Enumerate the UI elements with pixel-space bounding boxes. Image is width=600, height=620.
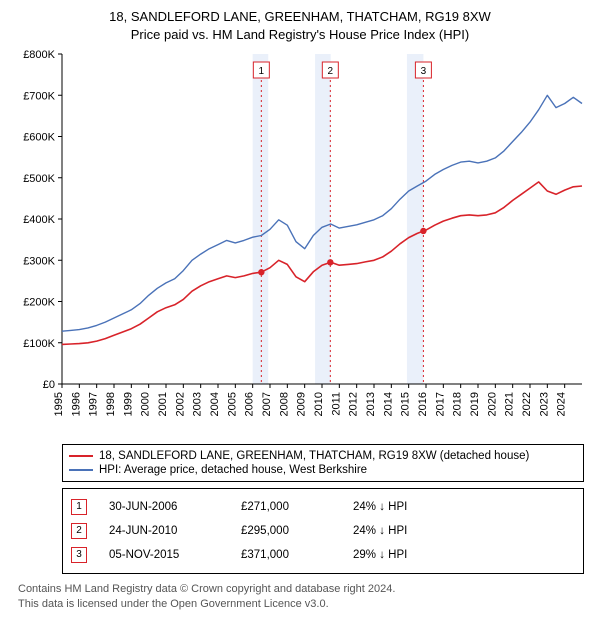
event-delta: 24% ↓ HPI <box>353 525 407 537</box>
svg-text:2006: 2006 <box>244 392 256 416</box>
legend-item: HPI: Average price, detached house, West… <box>69 463 577 477</box>
svg-text:2004: 2004 <box>209 392 221 416</box>
legend: 18, SANDLEFORD LANE, GREENHAM, THATCHAM,… <box>62 444 584 482</box>
svg-text:2016: 2016 <box>417 392 429 416</box>
svg-text:2024: 2024 <box>556 392 568 416</box>
event-date: 05-NOV-2015 <box>109 549 219 561</box>
svg-text:£0: £0 <box>43 379 55 391</box>
line-chart: 1 2 3 £0 £100K £200K £300K £400K £500K £600K £700K… <box>12 48 588 438</box>
svg-text:2002: 2002 <box>174 392 186 416</box>
svg-text:£300K: £300K <box>23 256 55 268</box>
svg-text:2015: 2015 <box>400 392 412 416</box>
svg-text:£100K: £100K <box>23 338 55 350</box>
event-price: £295,000 <box>241 525 331 537</box>
svg-text:2011: 2011 <box>330 392 342 416</box>
svg-text:2007: 2007 <box>261 392 273 416</box>
footer-line-2: This data is licensed under the Open Gov… <box>18 597 584 612</box>
svg-text:1999: 1999 <box>122 392 134 416</box>
legend-swatch <box>69 469 93 471</box>
svg-text:2010: 2010 <box>313 392 325 416</box>
svg-text:2005: 2005 <box>226 392 238 416</box>
svg-text:£800K: £800K <box>23 49 55 61</box>
svg-text:£500K: £500K <box>23 173 55 185</box>
svg-text:2001: 2001 <box>157 392 169 416</box>
chart-title: 18, SANDLEFORD LANE, GREENHAM, THATCHAM,… <box>12 8 588 44</box>
svg-text:1997: 1997 <box>88 392 100 416</box>
event-price: £271,000 <box>241 501 331 513</box>
event-badge: 2 <box>71 523 87 539</box>
svg-text:2000: 2000 <box>140 392 152 416</box>
footer-attribution: Contains HM Land Registry data © Crown c… <box>12 580 588 612</box>
svg-text:1995: 1995 <box>53 392 65 416</box>
chart-svg: 1 2 3 £0 £100K £200K £300K £400K £500K £600K £700K… <box>12 48 588 438</box>
title-line-1: 18, SANDLEFORD LANE, GREENHAM, THATCHAM,… <box>12 8 588 26</box>
svg-text:2021: 2021 <box>504 392 516 416</box>
event-delta: 29% ↓ HPI <box>353 549 407 561</box>
event-badge: 3 <box>71 547 87 563</box>
chart-container: 18, SANDLEFORD LANE, GREENHAM, THATCHAM,… <box>0 0 600 620</box>
event-row: 2 24-JUN-2010 £295,000 24% ↓ HPI <box>71 519 575 543</box>
event-delta: 24% ↓ HPI <box>353 501 407 513</box>
svg-text:2019: 2019 <box>469 392 481 416</box>
title-line-2: Price paid vs. HM Land Registry's House … <box>12 26 588 44</box>
svg-text:1: 1 <box>259 66 265 77</box>
svg-text:2013: 2013 <box>365 392 377 416</box>
svg-text:1996: 1996 <box>70 392 82 416</box>
svg-text:2012: 2012 <box>348 392 360 416</box>
svg-text:£700K: £700K <box>23 91 55 103</box>
svg-text:£400K: £400K <box>23 214 55 226</box>
legend-item: 18, SANDLEFORD LANE, GREENHAM, THATCHAM,… <box>69 449 577 463</box>
events-table: 1 30-JUN-2006 £271,000 24% ↓ HPI 2 24-JUN-201… <box>62 488 584 574</box>
svg-text:2017: 2017 <box>434 392 446 416</box>
svg-text:2023: 2023 <box>538 392 550 416</box>
svg-text:2022: 2022 <box>521 392 533 416</box>
svg-text:2: 2 <box>328 66 334 77</box>
svg-text:2008: 2008 <box>278 392 290 416</box>
svg-text:2018: 2018 <box>452 392 464 416</box>
event-date: 30-JUN-2006 <box>109 501 219 513</box>
svg-text:£600K: £600K <box>23 132 55 144</box>
event-row: 3 05-NOV-2015 £371,000 29% ↓ HPI <box>71 543 575 567</box>
event-row: 1 30-JUN-2006 £271,000 24% ↓ HPI <box>71 495 575 519</box>
svg-text:2014: 2014 <box>382 392 394 416</box>
legend-label: 18, SANDLEFORD LANE, GREENHAM, THATCHAM,… <box>99 450 529 462</box>
svg-text:2003: 2003 <box>192 392 204 416</box>
svg-text:1998: 1998 <box>105 392 117 416</box>
legend-label: HPI: Average price, detached house, West… <box>99 464 367 476</box>
event-badge: 1 <box>71 499 87 515</box>
legend-swatch <box>69 455 93 457</box>
event-price: £371,000 <box>241 549 331 561</box>
svg-text:2020: 2020 <box>486 392 498 416</box>
svg-text:£200K: £200K <box>23 297 55 309</box>
svg-text:3: 3 <box>421 66 427 77</box>
event-date: 24-JUN-2010 <box>109 525 219 537</box>
svg-text:2009: 2009 <box>296 392 308 416</box>
